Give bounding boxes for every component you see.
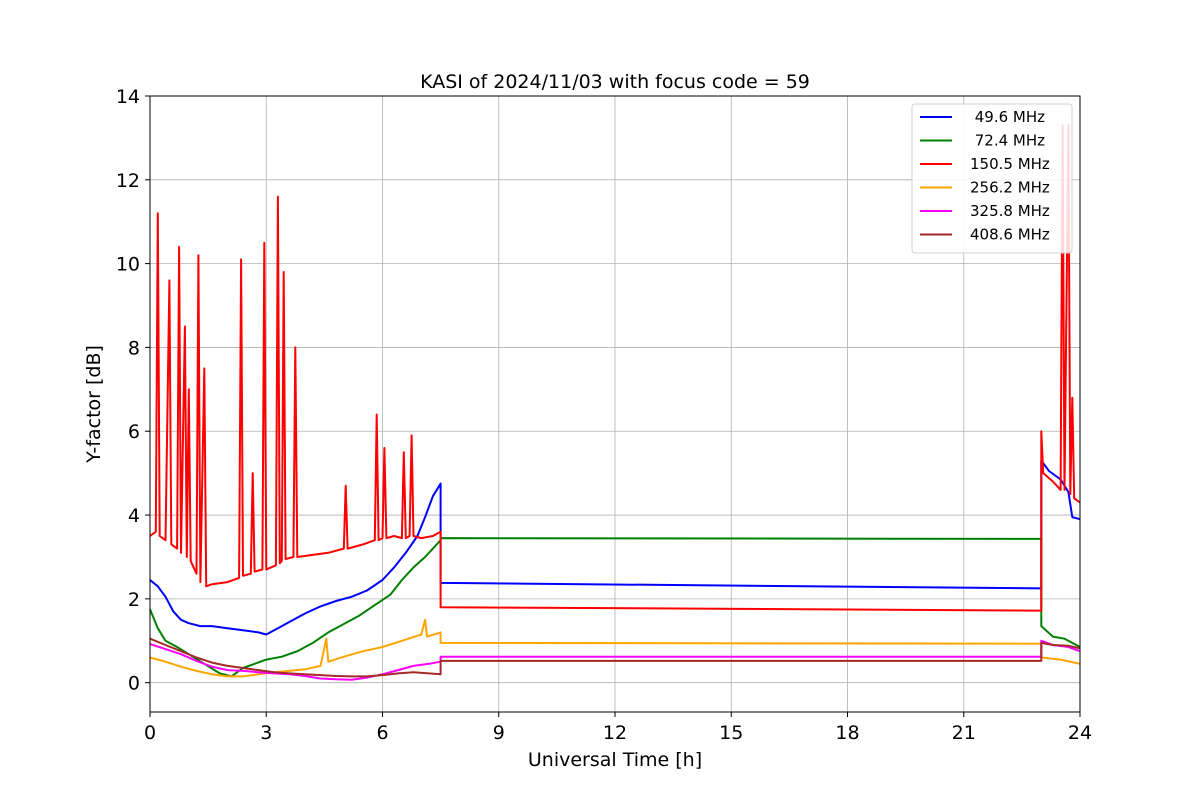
legend: 49.6 MHz 72.4 MHz 150.5 MHz 256.2 MHz 325.8…: [911, 103, 1073, 254]
y-tick-label: 12: [116, 170, 140, 192]
x-tick-label: 21: [952, 722, 976, 744]
y-tick-label: 8: [128, 337, 140, 359]
x-axis-label: Universal Time [h]: [528, 749, 702, 771]
x-tick-label: 12: [603, 722, 627, 744]
chart-title: KASI of 2024/11/03 with focus code = 59: [420, 71, 810, 93]
legend-label-0: 49.6 MHz: [970, 108, 1045, 126]
legend-label-3: 256.2 MHz: [970, 179, 1050, 197]
y-tick-label: 10: [116, 254, 140, 276]
x-tick-label: 15: [719, 722, 743, 744]
series-line-5: [149, 637, 1081, 678]
series-line-2: [149, 124, 1081, 612]
series-line-3: [149, 618, 1081, 678]
legend-label-5: 408.6 MHz: [970, 226, 1050, 244]
y-axis-label: Y-factor [dB]: [83, 345, 105, 464]
legend-label-4: 325.8 MHz: [970, 202, 1050, 220]
legend-label-2: 150.5 MHz: [970, 155, 1050, 173]
series-lines: [149, 124, 1081, 681]
legend-label-1: 72.4 MHz: [970, 132, 1045, 150]
series-line-4: [149, 639, 1081, 681]
y-tick-label: 2: [128, 589, 140, 611]
x-tick-label: 18: [835, 722, 859, 744]
x-tick-label: 9: [493, 722, 505, 744]
x-tick-label: 0: [144, 722, 156, 744]
x-tick-label: 6: [376, 722, 388, 744]
x-tick-label: 3: [260, 722, 272, 744]
y-tick-label: 4: [128, 505, 140, 527]
y-tick-label: 14: [116, 86, 140, 108]
x-tick-label: 24: [1068, 722, 1092, 744]
y-tick-label: 0: [128, 673, 140, 695]
y-tick-label: 6: [128, 421, 140, 443]
